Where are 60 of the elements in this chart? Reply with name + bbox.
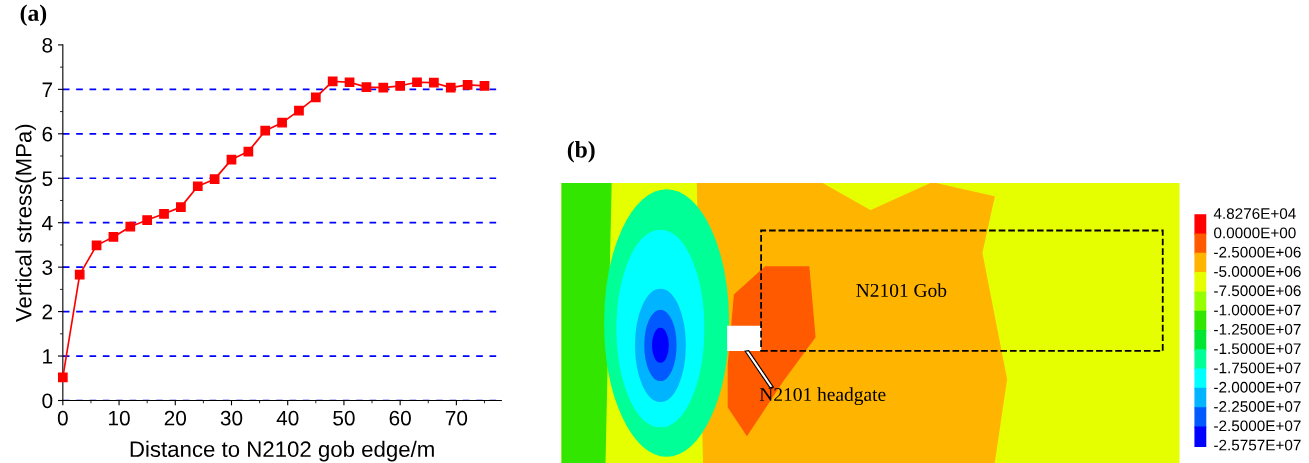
chart-title: (a) [20,4,47,26]
point [310,92,321,103]
category-label: 0.0000E+00 [1214,227,1296,239]
point [327,76,338,87]
category-label: 4.8276E+04 [1213,208,1296,220]
point [479,80,490,91]
x-tick-label: 20 [164,410,187,426]
text: N2101 Gob [856,283,947,297]
point [412,77,422,88]
y-tick-label: 2 [42,304,53,320]
point [74,269,85,280]
point [209,174,220,185]
y-tick-label: 1 [43,349,53,364]
point [445,82,456,93]
text: N2101 headgate [759,387,886,406]
point [277,117,287,128]
y-tick-label: 7 [42,82,53,97]
category-label: -1.2500E+07 [1214,323,1301,335]
x-tick-label: 30 [220,410,243,426]
category-label: -7.5000E+06 [1214,285,1301,297]
y-axis-title: Vertical stress(MPa) [15,124,36,323]
category-label: -5.0000E+06 [1214,266,1301,277]
x-tick-label: 50 [333,410,355,426]
x-tick-label: 60 [389,410,411,426]
category-label: -1.5000E+07 [1214,343,1301,355]
x-axis-title: Distance to N2102 gob edge/m [130,440,434,462]
x-tick-label: 40 [276,410,299,426]
point [159,208,169,219]
x-tick-label: 10 [109,410,130,426]
y-tick-label: 6 [42,126,53,142]
point [125,221,136,232]
x-tick-label: 70 [445,410,468,426]
point [108,232,119,242]
point [395,80,406,91]
point [344,77,355,88]
point [294,105,304,116]
point [361,82,372,92]
point [142,215,153,225]
x-tick-label: 0 [57,410,68,426]
point [429,77,439,88]
category-label: -2.2500E+07 [1214,401,1301,412]
y-tick-label: 8 [42,37,53,53]
category-label: -2.5000E+06 [1214,246,1301,258]
point [176,202,186,213]
point [57,372,68,383]
category-label: -2.5757E+07 [1214,439,1301,451]
y-tick-label: 0 [42,393,53,409]
category-label: -2.0000E+07 [1214,381,1301,393]
text: (b) [567,141,595,163]
point [260,125,271,136]
point [462,80,473,90]
category-label: -1.0000E+07 [1214,304,1301,316]
point [243,146,254,157]
category-label: -1.7500E+07 [1214,362,1301,374]
point [192,181,203,192]
y-tick-label: 3 [42,260,53,275]
category-label: -2.5000E+07 [1214,420,1301,432]
y-tick-label: 5 [42,171,53,187]
y-tick-label: 4 [42,215,53,231]
point [378,82,389,93]
